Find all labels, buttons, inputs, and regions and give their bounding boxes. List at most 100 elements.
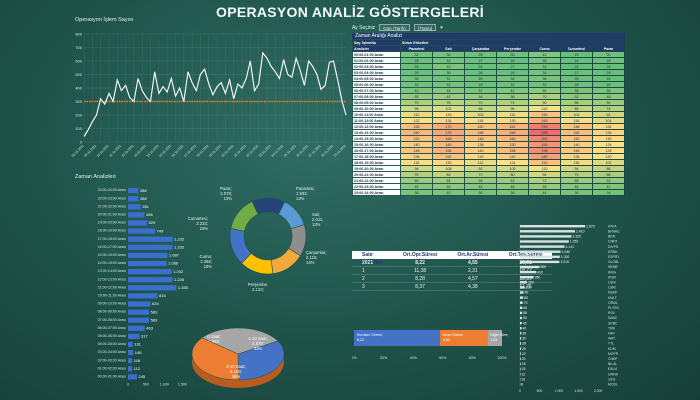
product-bar (520, 362, 521, 366)
summary-cell: 11,75 (519, 284, 532, 290)
summary-cell[interactable]: 2 (362, 276, 365, 282)
product-bar (520, 235, 572, 238)
filter-select[interactable]: (Tümü) (413, 24, 437, 31)
donut-slice-label: 13% (296, 196, 305, 201)
product-bar-label: ESPRY (608, 255, 620, 259)
product-bar-label: RSV (608, 311, 616, 315)
time-bar-x-tick: 0 (127, 382, 129, 386)
summary-cell[interactable]: 3 (362, 284, 365, 290)
product-bar (520, 296, 524, 299)
time-bar (128, 228, 156, 234)
product-bar-label: NSAP (608, 291, 618, 295)
product-bar-label: BILAL (608, 362, 617, 366)
product-bar-label: MODL (608, 383, 618, 387)
chevron-down-icon[interactable]: ▾ (440, 24, 443, 31)
pie-slice-label: 0 Saat; (207, 334, 220, 339)
stacked-x-tick: 40% (410, 356, 418, 360)
heatmap-cell: 38 (496, 189, 529, 196)
product-bar-value: 12 (521, 372, 525, 376)
summary-cell[interactable]: 1 (362, 268, 365, 274)
donut-slice-label: Pazartesi; (296, 186, 315, 191)
stacked-x-tick: 0% (352, 356, 357, 360)
product-bar (520, 240, 569, 243)
heatmap-row: 13:00-14:00 Arası 160 175 156 168 225 154 136 (352, 129, 625, 136)
summary-cell: 12,99 (519, 276, 532, 282)
time-bar-label: 20:00-21:00 Arası (98, 213, 126, 217)
product-bar (520, 327, 522, 330)
product-bar-label: OZG (608, 377, 616, 381)
product-bar (520, 301, 523, 304)
donut-slice-label: Cuma; (200, 254, 212, 259)
product-bar-value: 60 (523, 306, 527, 310)
time-bar-value: 145 (135, 350, 142, 355)
stacked-segment-label: Kurulum Süresi; (357, 333, 383, 337)
time-bar-value: 1.066 (168, 261, 179, 266)
time-bar (128, 220, 148, 226)
pie-slice (191, 337, 240, 381)
product-bar-value: 90 (525, 291, 529, 295)
y-tick-label: 100 (75, 126, 82, 131)
heatmap-row: 18:00-19:00 Arası 118 130 112 124 150 116 102 (352, 159, 625, 166)
summary-cell[interactable]: 2021 (362, 260, 374, 266)
time-bar-value: 1.232 (174, 236, 185, 241)
product-bar-value: 70 (524, 301, 528, 305)
time-bar (128, 244, 173, 250)
pie-slice-label: 36% (232, 374, 241, 379)
product-bar (520, 306, 523, 309)
product-bar-value: 22 (522, 352, 526, 356)
filter-field[interactable]: Gün (Tarih) (379, 24, 410, 31)
product-bar-value: 18 (522, 362, 526, 366)
time-bar-label: 08:00-09:00 Arası (98, 310, 126, 314)
product-bar-value: 50 (523, 316, 527, 320)
time-bar-label: 03:00-04:00 Arası (98, 350, 126, 354)
time-bar (128, 325, 145, 331)
product-bar (520, 347, 521, 350)
product-bar-label: MOPR (608, 352, 619, 356)
heatmap-row: 03:00-04:00 Arası 28 35 26 26 34 27 25 (352, 69, 625, 76)
product-bar-value: 10 (521, 377, 525, 381)
time-bar (128, 350, 134, 356)
time-bar (128, 317, 150, 323)
time-bar (128, 374, 137, 380)
time-bar (128, 366, 133, 372)
summary-cell: 11,38 (413, 268, 427, 274)
time-bar-label: 15:00-16:00 Arası (98, 253, 126, 257)
donut-slice-label: 15% (254, 292, 263, 293)
time-bar-label: 10:00-11:00 Arası (98, 294, 126, 298)
pie-slice (201, 327, 279, 355)
y-tick-label: 800 (75, 32, 82, 37)
product-bar-value: 1.020 (561, 255, 570, 259)
product-bar-label: TRN (608, 326, 616, 330)
time-bar (128, 277, 173, 283)
time-bar-value: 815 (159, 293, 166, 298)
time-bar-x-tick: 1.500 (178, 382, 187, 386)
time-bar-value: 529 (149, 220, 156, 225)
donut-slice-label: 2.119; (306, 255, 317, 260)
product-bar-label: IKSR (608, 275, 616, 279)
product-bar-label: ATKA (608, 224, 617, 228)
time-bar-label: 11:00-12:00 Arası (98, 285, 126, 289)
series-line (83, 51, 347, 137)
time-bar (128, 260, 167, 267)
product-bar (520, 321, 522, 325)
time-bar-value: 131 (134, 342, 141, 347)
stacked-segment-value: 1,04 (490, 338, 497, 342)
x-tick-label: 10.11.2021 (96, 144, 110, 158)
time-bar-label: 12:00-13:00 Arası (98, 277, 126, 281)
time-bar-value: 583 (151, 317, 158, 322)
summary-header-label[interactable]: Satır Etiketleri (362, 252, 384, 266)
product-bar-value: 28 (522, 342, 526, 346)
time-bar-value: 1.202 (173, 269, 184, 274)
product-bar-label: UMNA (608, 372, 619, 376)
product-bar-label: KDM (608, 347, 616, 351)
product-bar-label: CNKP (608, 357, 618, 361)
time-bar-value: 624 (152, 301, 159, 306)
heatmap-title: Zaman Aralığı Analizi (352, 33, 625, 39)
time-bar-value: 1.335 (178, 285, 189, 290)
product-bar-label: DIVPS (608, 245, 619, 249)
stacked-segment (439, 330, 488, 346)
product-bar (520, 225, 586, 228)
product-bar (520, 332, 522, 335)
summary-cell: 8,37 (415, 284, 425, 290)
stacked-segment-value: 8,22 (357, 338, 364, 342)
